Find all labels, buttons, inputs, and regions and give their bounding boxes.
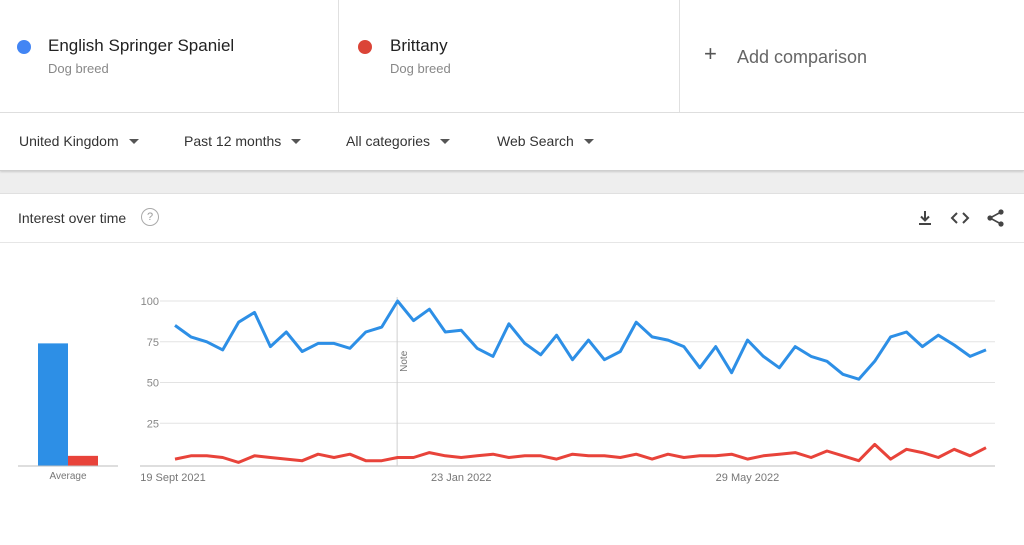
add-comparison-label: Add comparison: [737, 47, 868, 67]
caret-down-icon: [440, 138, 451, 144]
term-card-english-springer-spaniel[interactable]: English Springer Spaniel Dog breed: [0, 0, 339, 112]
series-color-dot: [358, 40, 372, 54]
period-dropdown[interactable]: Past 12 months: [184, 133, 302, 149]
plus-icon: +: [704, 41, 717, 66]
average-bar[interactable]: [68, 455, 98, 466]
series-color-dot: [17, 40, 31, 54]
x-tick-label: 19 Sept 2021: [140, 472, 205, 484]
add-comparison-button[interactable]: + Add comparison: [680, 0, 1024, 112]
embed-icon[interactable]: [950, 208, 970, 228]
term-category: Dog breed: [390, 61, 451, 76]
region-label: United Kingdom: [19, 133, 119, 149]
y-tick-label: 50: [147, 378, 159, 390]
period-label: Past 12 months: [184, 133, 282, 149]
x-tick-label: 23 Jan 2022: [431, 472, 492, 484]
caret-down-icon: [128, 138, 139, 144]
term-name: English Springer Spaniel: [48, 36, 235, 55]
term-category: Dog breed: [48, 61, 109, 76]
average-label: Average: [49, 471, 87, 482]
series-line-brittany[interactable]: [174, 442, 987, 464]
caret-down-icon: [583, 138, 594, 144]
caret-down-icon: [291, 138, 302, 144]
x-tick-label: 29 May 2022: [716, 472, 780, 484]
term-name: Brittany: [390, 36, 448, 55]
note-label[interactable]: Note: [399, 350, 410, 372]
search-type-label: Web Search: [497, 133, 574, 149]
y-tick-label: 25: [147, 418, 159, 430]
card-title: Interest over time: [18, 210, 127, 226]
region-dropdown[interactable]: United Kingdom: [19, 133, 139, 149]
category-dropdown[interactable]: All categories: [346, 133, 451, 149]
interest-chart: Average 25 50 75 100 Note 19 Sept 2021 23 Ja…: [18, 296, 995, 484]
search-terms-bar: English Springer Spaniel Dog breed Britt…: [0, 0, 1024, 113]
share-icon[interactable]: [986, 208, 1006, 228]
average-bar[interactable]: [38, 343, 68, 466]
card-header: Interest over time ?: [0, 194, 1024, 243]
interest-over-time-card: Interest over time ? Average 25 50 75 100 N…: [0, 193, 1024, 545]
search-type-dropdown[interactable]: Web Search: [497, 133, 594, 149]
term-card-brittany[interactable]: Brittany Dog breed: [339, 0, 680, 112]
y-tick-label: 75: [147, 337, 159, 349]
category-label: All categories: [346, 133, 431, 149]
download-icon[interactable]: [915, 208, 935, 228]
y-tick-label: 100: [141, 296, 159, 308]
series-line-english-springer-spaniel[interactable]: [174, 299, 987, 381]
filter-bar: United Kingdom Past 12 months All catego…: [0, 113, 1024, 171]
help-icon[interactable]: ?: [141, 208, 159, 226]
